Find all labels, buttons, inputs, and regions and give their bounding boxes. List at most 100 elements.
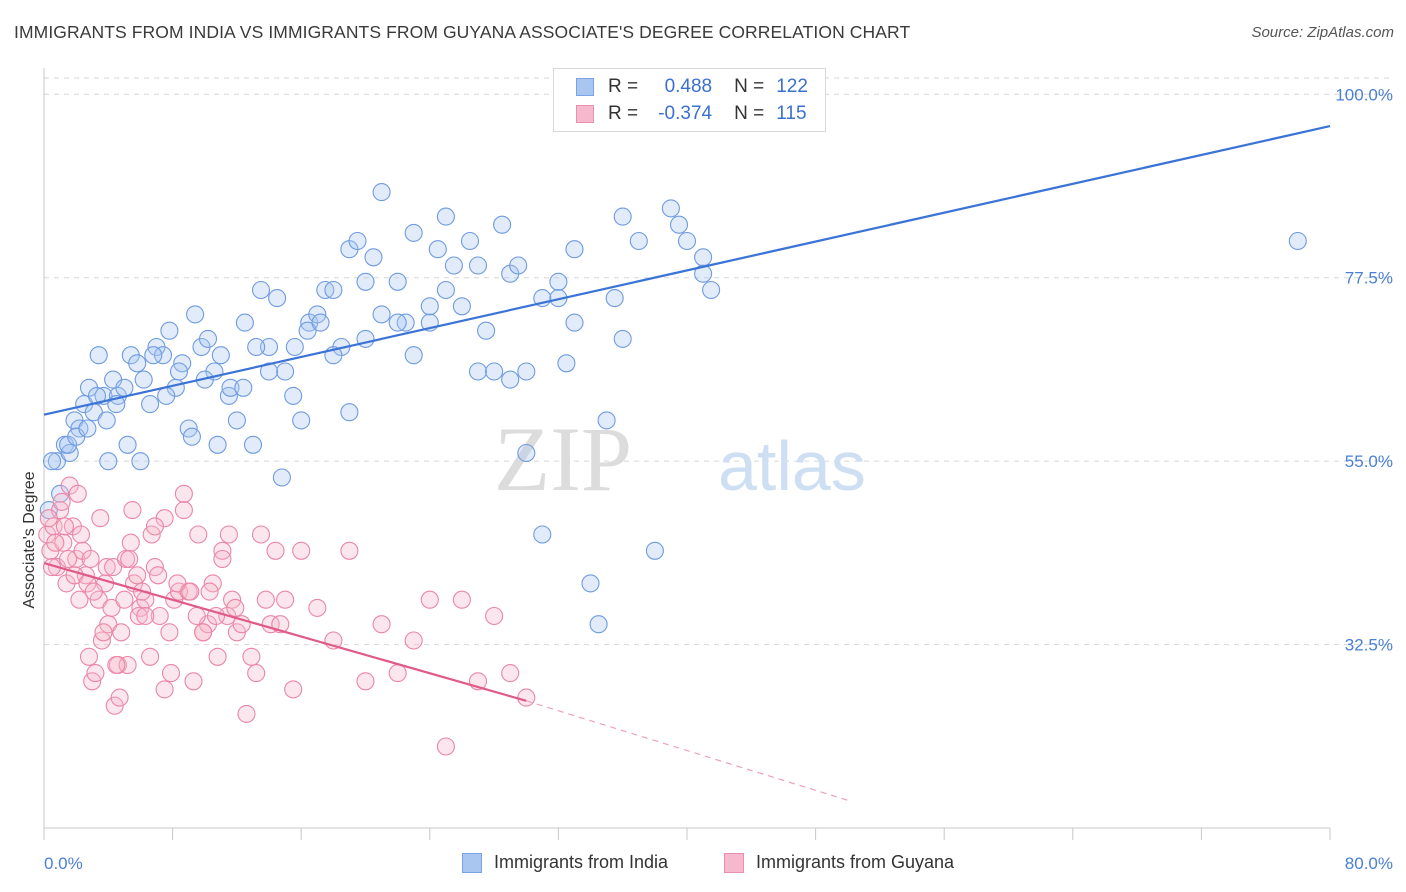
y-tick-label: 100.0% [1335,85,1393,104]
data-point-india [97,411,116,430]
data-point-india [221,378,240,397]
data-point-india [198,329,218,348]
data-point-guyana [52,492,71,511]
data-point-india [131,452,150,471]
data-point-guyana [84,582,103,601]
data-point-india [404,346,423,365]
data-point-india [208,435,227,454]
data-point-india [581,574,600,593]
data-point-guyana [388,664,407,683]
y-tick-label: 77.5% [1345,269,1393,288]
legend-row-india: R = 0.488 N = 122 [576,75,808,99]
data-point-guyana [340,541,359,560]
data-point-india [141,395,160,414]
data-point-india [157,386,176,405]
data-point-india [268,289,287,308]
data-point-india [549,272,568,291]
data-point-india [284,386,303,405]
data-point-guyana [70,590,89,609]
axes [43,68,1331,840]
data-point-guyana [123,501,142,520]
data-point-india [517,443,536,463]
y-axis-label: Associate's Degree [21,471,38,608]
data-point-guyana [81,549,100,569]
data-point-india [144,346,163,365]
data-point-guyana [226,598,245,617]
correlation-legend: R = 0.488 N = 122 R = -0.374 N = 115 [553,68,826,132]
legend-r-value-india: 0.488 [664,76,713,97]
data-point-guyana [485,606,504,626]
data-point-india [677,231,697,251]
data-point-guyana [121,533,140,552]
data-point-guyana [292,541,311,560]
data-point-guyana [161,664,181,683]
legend-swatch-guyana [724,852,744,873]
legend-item-india: Immigrants from India [462,852,668,873]
data-point-guyana [71,525,91,544]
data-point-guyana [79,647,99,666]
chart-source: Source: ZipAtlas.com [1251,24,1394,41]
data-point-guyana [145,517,164,536]
series-guyana-points [38,476,536,756]
trend-line-india [43,125,1331,416]
data-point-india [128,354,147,373]
data-point-guyana [219,525,238,544]
data-point-india [629,231,648,251]
legend-swatch-guyana [576,105,594,123]
data-point-guyana [97,558,116,577]
data-point-india [169,362,189,381]
data-point-guyana [160,623,179,642]
y-tick-label: 55.0% [1345,452,1393,471]
data-point-guyana [136,606,155,626]
data-point-india [565,313,584,332]
data-point-india [42,452,62,471]
chart-title: IMMIGRANTS FROM INDIA VS IMMIGRANTS FROM… [14,22,911,42]
data-point-india [311,313,330,332]
data-point-guyana [213,549,232,569]
data-point-guyana [181,582,200,601]
data-point-india [565,240,584,259]
legend-swatch-india [462,852,482,873]
data-point-india [597,411,616,430]
legend-n-label: N = [734,76,765,97]
legend-r-label: R = [608,76,639,97]
data-point-india [661,199,680,218]
data-point-guyana [155,680,174,699]
data-point-india [276,362,295,381]
data-point-guyana [120,549,139,569]
data-point-india [613,207,632,226]
data-point-guyana [356,672,375,691]
data-point-guyana [276,590,295,609]
data-point-india [87,386,107,405]
tick-labels: 32.5% 55.0% 77.5% 100.0% 0.0% 80.0% [44,85,1393,873]
data-point-india [436,207,455,226]
data-point-india [388,272,407,291]
data-point-india [1288,231,1307,251]
data-point-india [517,362,536,381]
data-point-india [182,427,201,446]
data-point-india [420,297,439,316]
data-point-india [589,615,608,634]
data-point-india [348,231,367,251]
data-point-india [247,337,266,357]
data-point-india [272,468,291,487]
data-point-guyana [184,672,203,691]
data-point-guyana [115,590,134,609]
x-tick-label-min: 0.0% [44,854,83,873]
data-point-guyana [200,582,219,601]
data-point-india [645,541,664,560]
data-point-guyana [436,737,455,756]
data-point-guyana [420,590,439,609]
data-point-india [669,215,689,234]
data-point-india [340,403,359,422]
data-point-guyana [110,688,129,707]
data-point-guyana [39,509,58,528]
data-point-india [243,435,263,454]
data-point-india [211,346,230,365]
trend-line-guyana-extension [526,700,848,801]
data-point-guyana [68,484,87,503]
series-india-points [39,183,1307,634]
data-point-india [160,321,179,340]
data-point-guyana [86,664,105,683]
